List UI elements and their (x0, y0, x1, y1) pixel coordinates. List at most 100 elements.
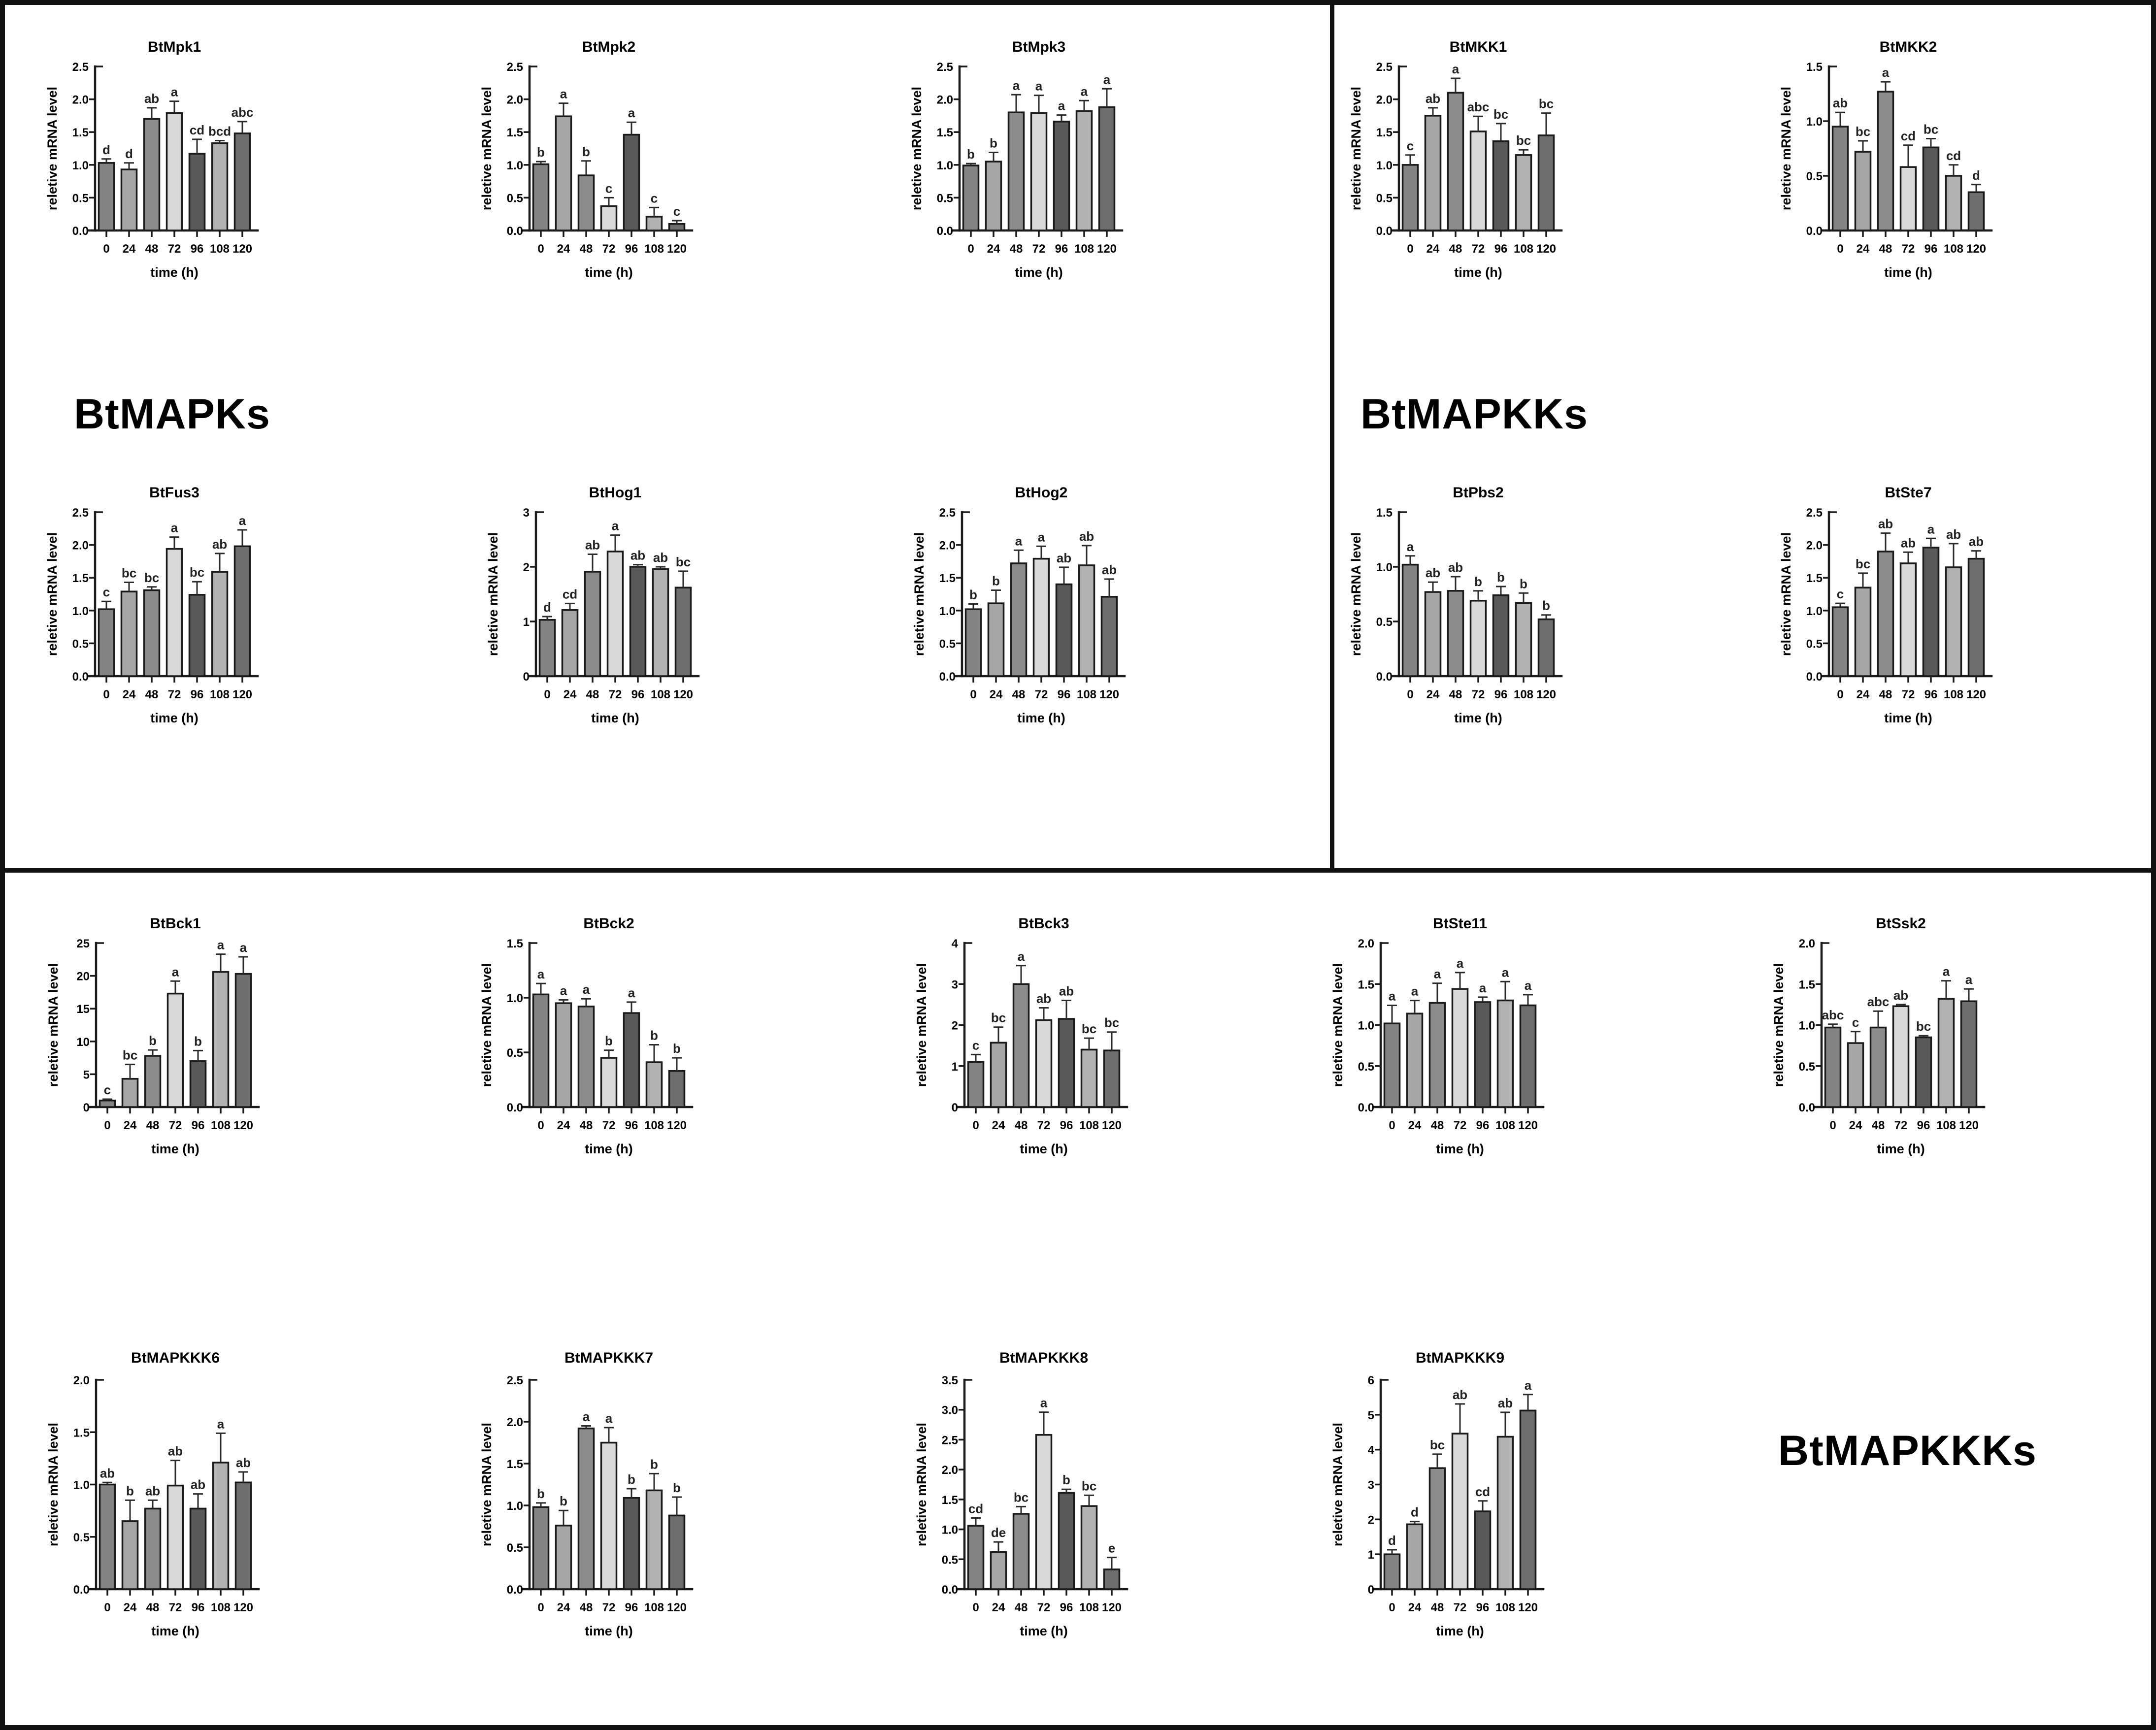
bar (652, 568, 669, 677)
x-tick-label: 108 (1944, 242, 1963, 256)
y-tick-label: 1.0 (507, 159, 523, 172)
y-tick-label: 0.0 (507, 225, 523, 238)
bar (143, 118, 161, 231)
bar (166, 1484, 184, 1590)
sig-letter: c (651, 191, 658, 205)
y-tick-label: 2.5 (942, 1434, 958, 1447)
sig-letter: bc (1516, 133, 1531, 148)
y-tick-label: 0.5 (73, 1531, 90, 1544)
bar (561, 609, 579, 677)
sig-letter: a (583, 1409, 590, 1424)
sig-letter: a (583, 982, 590, 997)
x-tick-label: 120 (1536, 688, 1556, 701)
sig-letter: ab (1426, 565, 1440, 580)
x-tick-label: 96 (1055, 242, 1068, 256)
y-tick-label: 0.5 (507, 1541, 523, 1555)
bar (98, 162, 115, 231)
x-tick-label: 96 (1924, 688, 1938, 701)
x-tick-label: 0 (103, 688, 109, 701)
sig-letter: b (628, 1472, 635, 1487)
x-tick-label: 48 (1449, 688, 1462, 701)
bar (623, 1012, 640, 1108)
y-axis-label: reletive mRNA level (479, 87, 494, 210)
y-tick-label: 0 (952, 1101, 958, 1114)
x-tick-label: 0 (537, 1601, 544, 1614)
chart-title: BtPbs2 (1453, 485, 1503, 501)
bar (1383, 1022, 1401, 1108)
sig-letter: b (650, 1028, 658, 1043)
y-tick-label: 0.0 (72, 670, 89, 684)
sig-letter: cd (190, 123, 204, 137)
y-tick-label: 0.0 (1358, 1101, 1374, 1114)
sig-letter: a (1013, 78, 1020, 93)
chart-title: BtMpk2 (582, 39, 635, 55)
sig-letter: b (992, 574, 1000, 588)
x-tick-label: 108 (644, 1119, 664, 1132)
bar (1869, 1026, 1887, 1108)
x-tick-label: 120 (667, 242, 687, 256)
y-axis-label: reletive mRNA level (914, 963, 929, 1087)
sig-letter: a (171, 521, 178, 535)
y-tick-label: 0.0 (72, 225, 89, 238)
bar (600, 1441, 618, 1590)
x-tick-label: 96 (1058, 688, 1071, 701)
bar (577, 1006, 595, 1108)
x-tick-label: 120 (232, 242, 252, 256)
chart-btfus3: BtFus3 0.0 0.5 1.0 1.5 2.0 2.5 0 c 24 bc 48 bc 72 a 96 b… (37, 468, 313, 734)
bar (1451, 1433, 1469, 1590)
sig-letter: ab (653, 550, 668, 565)
x-tick-label: 108 (1944, 688, 1963, 701)
y-tick-label: 1.0 (939, 605, 956, 618)
bar (1447, 92, 1464, 231)
x-tick-label: 72 (1035, 688, 1048, 701)
sig-letter: cd (1946, 148, 1961, 163)
chart-bthog1: BtHog1 0 1 2 3 0 d 24 cd 48 ab 72 a 96 ab 108 ab 120 bc tim… (478, 468, 754, 734)
y-tick-label: 0.0 (1806, 225, 1823, 238)
x-tick-label: 72 (1472, 242, 1485, 256)
y-tick-label: 2.0 (1799, 937, 1815, 950)
x-tick-label: 0 (103, 242, 109, 256)
bar (1519, 1004, 1537, 1108)
sig-letter: ab (236, 1455, 251, 1470)
x-tick-label: 108 (1514, 688, 1533, 701)
bar (212, 971, 230, 1108)
y-tick-label: 0.5 (942, 1553, 958, 1567)
chart-title: BtMAPKKK6 (131, 1350, 220, 1366)
sig-letter: b (194, 1034, 202, 1048)
y-axis-label: reletive mRNA level (1779, 87, 1793, 210)
sig-letter: b (969, 588, 977, 602)
x-tick-label: 120 (673, 688, 693, 701)
bar-chart-svg: BtSte11 0.0 0.5 1.0 1.5 2.0 0 a 24 a 48 a 72 a 96 a 108 a… (1330, 915, 1545, 1156)
sig-letter: a (1103, 72, 1111, 87)
sig-letter: bc (1924, 122, 1938, 137)
x-tick-label: 96 (1060, 1601, 1073, 1614)
x-axis-label: time (h) (1884, 265, 1932, 280)
sig-letter: bc (991, 1011, 1006, 1025)
bar (121, 1520, 139, 1590)
sig-letter: c (673, 204, 680, 219)
x-tick-label: 48 (1010, 242, 1023, 256)
y-axis-label: reletive mRNA level (1349, 532, 1363, 656)
x-tick-label: 0 (537, 1119, 544, 1132)
sig-letter: a (1457, 956, 1464, 971)
x-tick-label: 120 (233, 1119, 253, 1132)
x-tick-label: 72 (1032, 242, 1046, 256)
y-axis-label: reletive mRNA level (1779, 532, 1793, 656)
sig-letter: c (605, 181, 612, 196)
y-axis-label: reletive mRNA level (1330, 1423, 1345, 1546)
bar (120, 168, 138, 231)
y-tick-label: 1.5 (942, 1494, 958, 1507)
bar (990, 1551, 1007, 1590)
sig-letter: b (605, 1034, 613, 1048)
y-tick-label: 2.5 (1806, 506, 1823, 520)
bar-chart-svg: BtHog1 0 1 2 3 0 d 24 cd 48 ab 72 a 96 ab 108 ab 120 bc tim… (486, 485, 700, 725)
x-tick-label: 24 (123, 242, 136, 256)
sig-letter: ab (144, 91, 159, 106)
y-tick-label: 2.5 (937, 61, 953, 74)
x-tick-label: 72 (169, 1119, 182, 1132)
sig-letter: a (537, 967, 545, 981)
sig-letter: a (1058, 98, 1065, 113)
y-tick-label: 2.0 (72, 539, 89, 553)
sig-letter: b (582, 144, 590, 159)
y-axis-label: reletive mRNA level (46, 963, 61, 1087)
